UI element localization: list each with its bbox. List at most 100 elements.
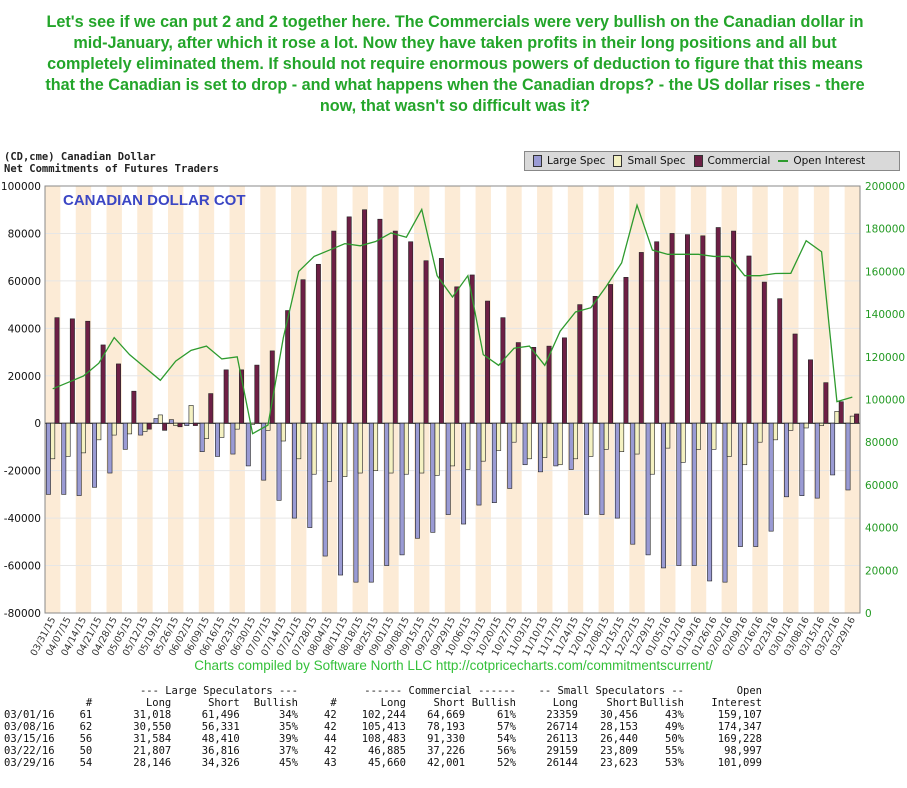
y-tick-label: 0 xyxy=(34,418,41,430)
commercial-bar xyxy=(285,310,291,424)
y-tick-label: -20000 xyxy=(4,466,41,478)
commercial-bar xyxy=(223,369,229,424)
alternating-band xyxy=(537,186,553,613)
table-cell: 50 xyxy=(79,745,93,757)
group-header-small-speculators: -- Small Speculators -- xyxy=(538,685,684,697)
row-date: 03/22/16 xyxy=(4,745,55,757)
chart-header-line2: Net Commitments of Futures Traders xyxy=(4,163,219,175)
y2-tick-label: 160000 xyxy=(865,266,905,278)
table-row: 03/01/16 61 31,018 61,496 34% 42 102,244 64,669… xyxy=(4,709,762,721)
large-spec-bar xyxy=(230,422,236,455)
large-spec-bar xyxy=(645,422,651,556)
table-cell: 56% xyxy=(497,745,516,757)
small-spec-bar xyxy=(342,422,348,477)
small-spec-bar xyxy=(157,414,163,424)
large-spec-bar xyxy=(614,422,620,519)
commercial-bar xyxy=(700,235,706,424)
commercial-bar xyxy=(546,345,552,424)
y-tick-label: 80000 xyxy=(8,228,41,240)
group-header-open: Open xyxy=(736,685,762,697)
small-spec-bar xyxy=(80,422,86,454)
large-spec-bar xyxy=(707,422,713,582)
commercial-bar xyxy=(531,347,537,424)
large-spec-bar xyxy=(461,422,467,525)
commercial-bar xyxy=(208,393,214,424)
table-cell: 98,997 xyxy=(724,745,762,757)
large-spec-bar xyxy=(307,422,313,528)
table-cell: 21,807 xyxy=(133,745,172,757)
small-spec-bar xyxy=(726,422,732,457)
commercial-bar xyxy=(808,359,813,424)
large-spec-swatch xyxy=(533,155,542,167)
group-header-commercial: ------ Commercial ------ xyxy=(364,685,516,697)
alternating-band xyxy=(506,186,522,613)
large-spec-bar xyxy=(261,422,267,481)
large-spec-bar xyxy=(245,422,251,467)
open-interest-line xyxy=(52,202,853,435)
commercial-bar xyxy=(792,333,798,424)
commercial-bar xyxy=(454,286,460,424)
table-cell: 61% xyxy=(497,709,516,721)
small-spec-bar xyxy=(819,422,825,426)
commercial-bar xyxy=(654,241,660,424)
table-cell: 31,584 xyxy=(133,733,172,745)
commercial-bar xyxy=(254,364,260,424)
small-spec-bar xyxy=(142,422,148,432)
y2-tick-label: 0 xyxy=(865,608,872,620)
table-cell: 34% xyxy=(279,709,298,721)
large-spec-bar xyxy=(399,422,405,556)
commercial-bar xyxy=(146,422,152,430)
table-cell: 30,550 xyxy=(133,721,172,733)
legend-open-interest: Open Interest xyxy=(778,155,865,167)
spacer-cell xyxy=(4,697,58,709)
small-spec-bar xyxy=(757,422,763,443)
table-cell: 61,496 xyxy=(201,709,240,721)
legend-large-spec-label: Large Spec xyxy=(547,155,606,167)
large-spec-bar xyxy=(768,422,774,532)
small-spec-bar xyxy=(450,422,455,467)
small-spec-bar xyxy=(188,405,194,424)
large-spec-bar xyxy=(430,422,436,533)
commercial-bar xyxy=(438,258,444,424)
commercial-bar xyxy=(592,296,598,424)
table-cell: 56 xyxy=(79,733,93,745)
table-cell: 54% xyxy=(497,733,516,745)
alternating-band xyxy=(260,186,276,613)
table-cell: 64,669 xyxy=(427,709,466,721)
large-spec-bar xyxy=(630,422,636,545)
column-header: # xyxy=(330,697,337,709)
large-spec-bar xyxy=(722,422,728,583)
table-cell: 23,809 xyxy=(600,745,638,757)
large-spec-bar xyxy=(122,422,128,450)
large-spec-bar xyxy=(491,422,497,503)
commercial-bar xyxy=(116,363,121,424)
commercial-bar xyxy=(69,318,75,424)
small-spec-bar xyxy=(696,422,701,450)
large-spec-bar xyxy=(153,418,159,424)
large-spec-bar xyxy=(599,422,605,515)
small-spec-bar xyxy=(742,422,748,466)
column-header: Long xyxy=(380,697,406,709)
commercial-bar xyxy=(469,274,475,424)
large-spec-bar xyxy=(737,422,743,547)
chart-title: CANADIAN DOLLAR COT xyxy=(63,192,245,209)
large-spec-bar xyxy=(92,422,97,488)
table-cell: 36,816 xyxy=(201,745,240,757)
table-cell: 26,440 xyxy=(600,733,638,745)
small-spec-bar xyxy=(173,422,179,426)
alternating-band xyxy=(475,186,491,613)
small-spec-bar xyxy=(403,422,409,475)
commercial-bar xyxy=(638,252,644,424)
large-spec-bar xyxy=(414,422,420,539)
large-spec-bar xyxy=(845,422,851,491)
y2-tick-label: 20000 xyxy=(865,565,898,577)
commercial-bar xyxy=(577,304,583,424)
chart-legend: Large Spec Small Spec Commercial Open In… xyxy=(524,151,900,171)
commercial-bar xyxy=(685,234,690,424)
large-spec-bar xyxy=(338,422,344,576)
commercial-bar xyxy=(623,277,629,424)
table-cell: 43% xyxy=(665,709,684,721)
table-cell: 50% xyxy=(665,733,684,745)
large-spec-bar xyxy=(353,422,359,583)
commercial-bar xyxy=(162,422,168,431)
